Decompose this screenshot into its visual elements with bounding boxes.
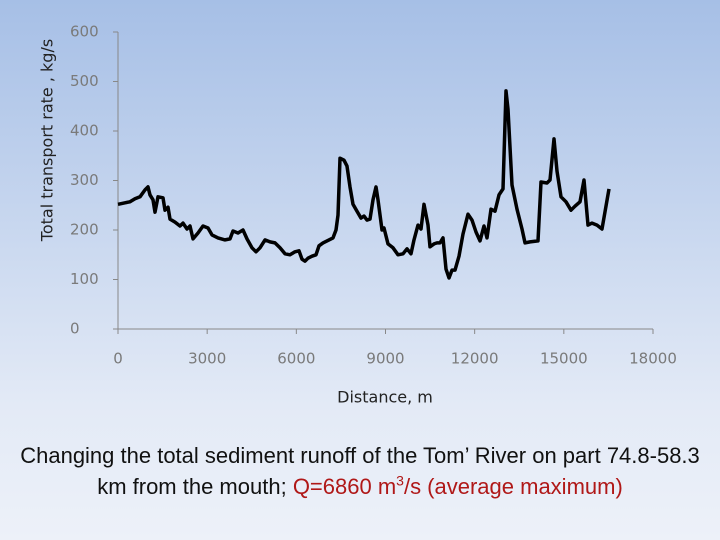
y-tick-label: 0 [70, 320, 80, 338]
chart: Total transport rate , kg/s Distance, m … [38, 23, 677, 407]
caption-superscript: 3 [396, 472, 404, 489]
y-tick-label: 500 [70, 72, 99, 90]
y-tick-label: 600 [70, 23, 99, 41]
x-tick-label: 15000 [540, 350, 588, 368]
x-tick-label: 0 [113, 350, 123, 368]
x-tick-label: 18000 [629, 350, 677, 368]
y-tick-label: 200 [70, 221, 99, 239]
y-tick-label: 400 [70, 122, 99, 140]
caption-text: Changing the total sediment runoff of th… [20, 443, 700, 499]
x-tick-label: 3000 [188, 350, 226, 368]
caption: Changing the total sediment runoff of th… [20, 440, 700, 502]
x-tick-label: 12000 [451, 350, 499, 368]
x-axis-label: Distance, m [337, 388, 433, 407]
x-tick-label: 9000 [366, 350, 404, 368]
y-tick-label: 300 [70, 171, 99, 189]
data-line [117, 89, 611, 280]
x-tick-label: 6000 [277, 350, 315, 368]
caption-highlight: Q=6860 m [292, 474, 397, 499]
y-tick-label: 100 [70, 270, 99, 288]
caption-highlight-end: /s (average maximum) [403, 474, 623, 499]
y-axis-label: Total transport rate , kg/s [38, 39, 57, 242]
